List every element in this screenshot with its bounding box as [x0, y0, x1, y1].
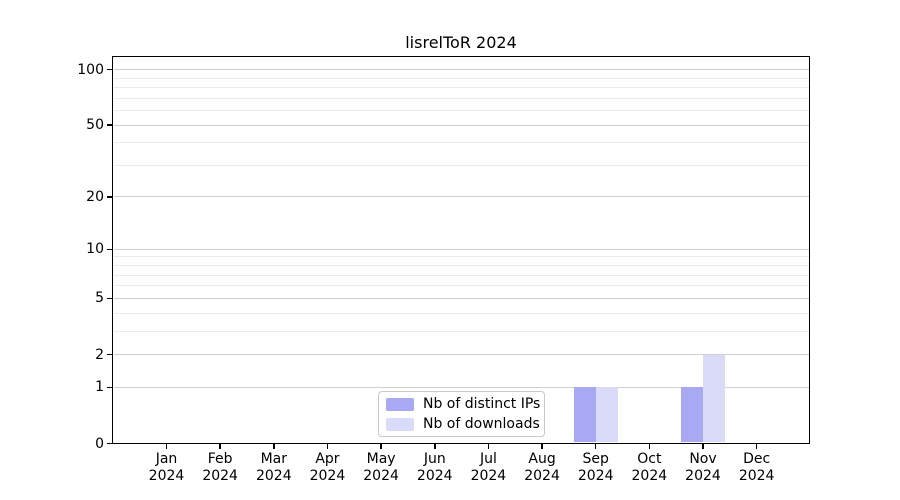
x-axis-label-month: Nov [689, 450, 717, 467]
legend-swatch [386, 417, 414, 431]
gridline-major [113, 124, 809, 126]
chart-title: lisrelToR 2024 [405, 33, 517, 52]
y-axis-label: 50 [86, 117, 104, 134]
bar-downloads [595, 387, 618, 443]
x-axis-label-month: Jun [423, 450, 446, 467]
x-axis-tick [434, 444, 436, 449]
x-axis-label-month: Jan [155, 450, 178, 467]
gridline-minor [113, 274, 809, 276]
x-axis-tick [487, 444, 490, 449]
y-axis-tick [106, 353, 112, 356]
x-axis-label: Jul 2024 [448, 451, 528, 485]
y-axis-tick [106, 442, 112, 445]
x-axis-label-month: Jul [479, 450, 497, 467]
y-axis-tick [106, 196, 112, 198]
y-axis-label: 2 [95, 346, 104, 363]
gridline-major [113, 354, 809, 355]
x-axis-tick [219, 444, 221, 449]
x-axis-label-month: Oct [637, 450, 662, 467]
x-axis-label: Apr 2024 [287, 451, 367, 485]
x-axis-label: Oct 2024 [609, 451, 689, 485]
gridline-major [113, 196, 809, 198]
gridline-minor [113, 97, 809, 99]
x-axis-label-year: 2024 [309, 467, 346, 484]
x-axis-label-month: Mar [260, 450, 287, 467]
legend-swatch [386, 397, 414, 411]
x-axis-tick [165, 444, 168, 449]
gridline-minor [113, 142, 809, 144]
x-axis-label-month: Aug [528, 450, 556, 467]
gridline-major [113, 386, 809, 388]
chart-legend: Nb of distinct IPs Nb of downloads [378, 391, 545, 437]
gridline-minor [113, 330, 809, 332]
x-axis-label-year: 2024 [255, 467, 292, 484]
x-axis-label-year: 2024 [524, 467, 560, 484]
x-axis-label-year: 2024 [363, 467, 399, 484]
x-axis-label: Jan 2024 [127, 451, 207, 485]
x-axis-label: Sep 2024 [556, 451, 636, 485]
bar-distinct-ips [573, 387, 596, 443]
x-axis-tick [541, 444, 543, 449]
x-axis-label-year: 2024 [416, 467, 453, 484]
x-axis-label-month: Sep [582, 450, 609, 467]
gridline-minor [113, 87, 809, 89]
gridline-minor [113, 110, 809, 112]
legend-item: Nb of downloads [386, 414, 540, 434]
x-axis-label-year: 2024 [685, 467, 721, 484]
gridline-major [113, 248, 809, 250]
gridline-minor [113, 285, 809, 287]
x-axis-label-month: May [366, 450, 396, 467]
gridline-minor [113, 312, 809, 314]
x-axis-label-year: 2024 [631, 467, 668, 484]
y-axis-label: 10 [86, 241, 104, 258]
y-axis-label: 0 [95, 435, 104, 452]
gridline-minor [113, 164, 809, 166]
x-axis-label: Aug 2024 [502, 451, 582, 485]
gridline-minor [113, 265, 809, 267]
gridline-major [113, 297, 809, 299]
legend-label: Nb of downloads [423, 416, 540, 432]
x-axis-tick [755, 444, 758, 449]
x-axis-tick [380, 444, 382, 449]
y-axis-label: 1 [95, 379, 104, 396]
x-axis-tick [326, 444, 329, 449]
x-axis-label-year: 2024 [202, 467, 238, 484]
y-axis-tick [106, 68, 112, 71]
y-axis-label: 20 [86, 188, 104, 205]
x-axis-label-year: 2024 [577, 467, 614, 484]
x-axis-label-year: 2024 [148, 467, 185, 484]
gridline-major [113, 69, 809, 71]
x-axis-label: May 2024 [341, 451, 421, 485]
legend-label: Nb of distinct IPs [423, 396, 541, 412]
y-axis-label: 5 [95, 290, 104, 307]
x-axis-label-month: Feb [207, 450, 233, 467]
x-axis-label: Mar 2024 [234, 451, 314, 485]
x-axis-tick [702, 444, 704, 449]
bar-downloads [703, 354, 725, 443]
x-axis-label: Nov 2024 [663, 451, 743, 485]
x-axis-label: Feb 2024 [180, 451, 260, 485]
x-axis-label-year: 2024 [738, 467, 775, 484]
y-axis-tick [106, 386, 112, 389]
y-axis-tick [106, 297, 112, 300]
x-axis-label-year: 2024 [470, 467, 507, 484]
x-axis-label-month: Dec [743, 450, 771, 467]
gridline-minor [113, 256, 809, 258]
bar-distinct-ips [681, 387, 703, 443]
gridline-minor [113, 77, 809, 79]
y-axis-label: 100 [77, 61, 104, 78]
x-axis-tick [273, 444, 275, 449]
y-axis-tick [106, 248, 112, 251]
x-axis-label-month: Apr [315, 450, 340, 467]
legend-item: Nb of distinct IPs [386, 394, 541, 414]
y-axis-tick [106, 124, 112, 126]
x-axis-label: Jun 2024 [395, 451, 475, 485]
x-axis-tick [648, 444, 651, 449]
x-axis-label: Dec 2024 [717, 451, 797, 485]
x-axis-tick [594, 444, 597, 449]
